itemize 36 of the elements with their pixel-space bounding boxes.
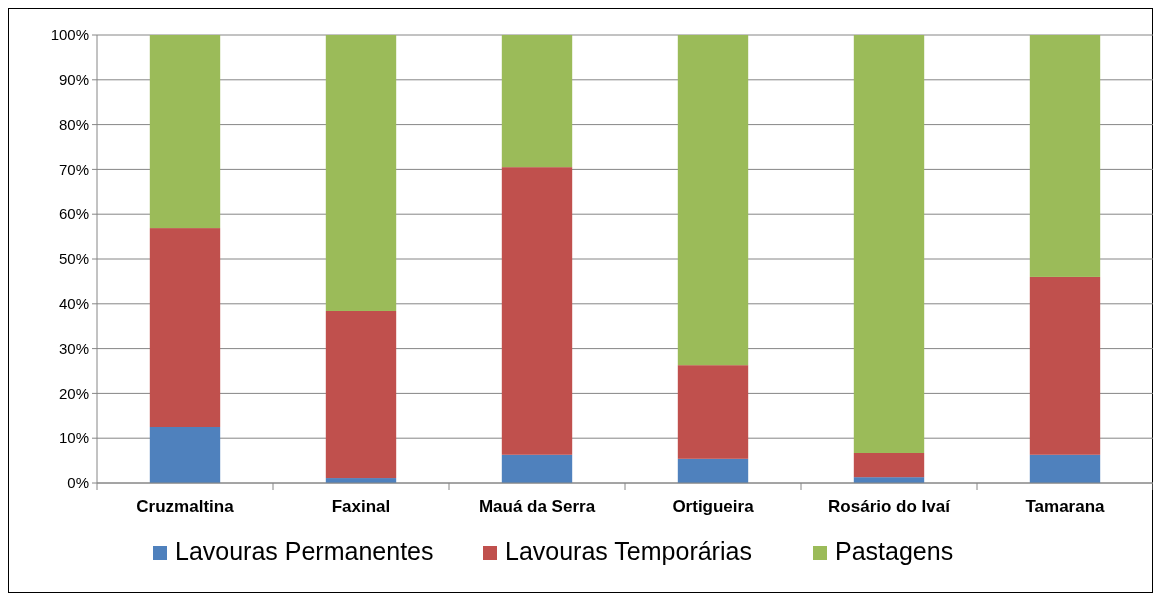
y-tick-label: 50% — [58, 250, 89, 268]
y-tick-label: 70% — [58, 160, 89, 178]
x-tick-label: Mauá da Serra — [478, 497, 596, 516]
y-tick-label: 40% — [58, 295, 89, 313]
legend-label: Lavouras Permanentes — [175, 537, 434, 565]
bar — [501, 454, 573, 483]
bar — [1029, 276, 1101, 455]
y-tick-label: 60% — [58, 205, 89, 223]
bar — [677, 365, 749, 459]
x-tick-label: Rosário do Ivaí — [828, 497, 952, 516]
bar — [149, 228, 221, 427]
bar — [149, 35, 221, 229]
legend-label: Lavouras Temporárias — [505, 537, 752, 565]
bar — [853, 35, 925, 453]
legend-label: Pastagens — [835, 537, 954, 565]
bar — [677, 35, 749, 366]
x-tick-label: Faxinal — [331, 497, 391, 516]
bar — [853, 452, 925, 478]
y-tick-label: 80% — [58, 115, 89, 133]
y-tick-label: 20% — [58, 384, 89, 402]
y-tick-label: 10% — [58, 429, 89, 447]
y-tick-label: 0% — [67, 474, 89, 492]
x-tick-label: Cruzmaltina — [136, 497, 235, 516]
y-tick-label: 30% — [58, 339, 89, 357]
bar — [1029, 454, 1101, 483]
y-tick-label: 90% — [58, 71, 89, 89]
bar — [325, 310, 397, 479]
y-tick-label: 100% — [50, 26, 89, 44]
bar — [325, 35, 397, 311]
bar — [149, 427, 221, 483]
bar — [677, 458, 749, 483]
x-tick-label: Tamarana — [1025, 497, 1106, 516]
bar — [1029, 35, 1101, 277]
bar — [501, 167, 573, 455]
bar — [501, 35, 573, 168]
x-tick-label: Ortigueira — [672, 497, 755, 516]
